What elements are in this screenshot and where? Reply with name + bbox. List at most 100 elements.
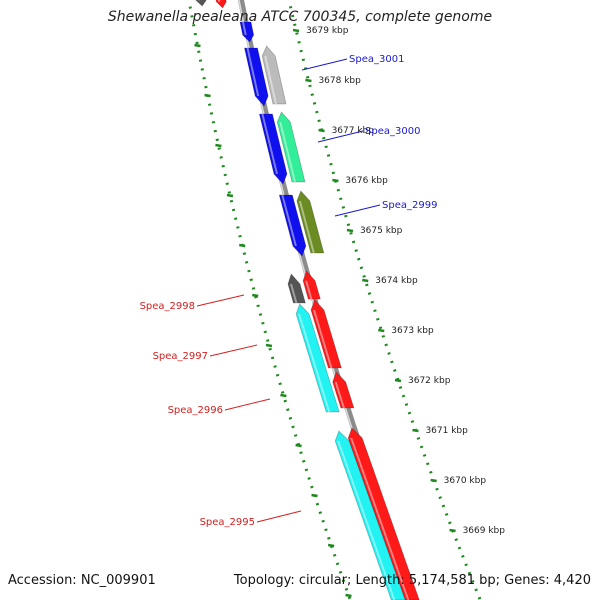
feature-blue-2999-shine [281, 195, 297, 246]
feature-blue-3000-shine [261, 114, 278, 174]
feature-gray-3001-shine [264, 56, 277, 104]
ruler-label: 3669 kbp [463, 526, 506, 536]
feature-top-red-shine [217, 0, 221, 2]
ruler-tick [204, 93, 211, 98]
feature-blue-top-shape [239, 21, 255, 43]
ruler-label: 3677 kbp [332, 126, 375, 136]
feature-red-2998 [302, 270, 321, 300]
feature-blue-3000 [258, 113, 288, 185]
genome-summary: Topology: circular; Length: 5,174,581 bp… [233, 573, 591, 588]
feature-blue-top [239, 21, 255, 43]
feature-red-2997 [310, 299, 342, 369]
map-title: Shewanella pealeana ATCC 700345, complet… [107, 9, 493, 25]
feature-olive-2999-shape [296, 190, 325, 254]
feature-top-gray [195, 0, 207, 7]
feature-red-2995-shine [350, 438, 410, 600]
gene-label-leader [196, 294, 245, 307]
feature-gray-3001-shape [261, 45, 287, 105]
ruler-tick [305, 78, 312, 83]
feature-gray-2998 [287, 273, 306, 304]
ruler-tick [412, 428, 419, 433]
feature-red-2998-shape [302, 270, 321, 300]
feature-red-2998-shine [305, 280, 313, 299]
accession-label: Accession: NC_009901 [8, 573, 156, 588]
ruler-label: 3676 kbp [345, 176, 388, 186]
ruler-tick [265, 343, 273, 348]
gene-label: Spea_2998 [140, 301, 195, 312]
ruler-tick [226, 193, 234, 198]
gene-label: Spea_2996 [168, 405, 223, 416]
ruler-tick [280, 393, 287, 398]
gene-label-leader [209, 344, 258, 357]
ruler-label: 3678 kbp [318, 76, 361, 86]
ruler-label: 3674 kbp [375, 276, 418, 286]
feature-olive-2999 [296, 190, 325, 254]
ruler-tick [311, 493, 318, 498]
feature-red-2995 [347, 427, 420, 600]
ruler-label: 3673 kbp [391, 326, 434, 336]
feature-red-2997-shape [310, 299, 342, 369]
feature-top-red [215, 0, 227, 9]
ruler-tick [252, 293, 259, 298]
feature-blue-2999 [278, 194, 307, 257]
gene-label: Spea_2995 [200, 517, 255, 528]
feature-gray-2998-shape [287, 273, 306, 304]
ruler-tick [318, 128, 325, 133]
ruler-label: 3670 kbp [444, 476, 487, 486]
feature-green-3000-shape [276, 111, 306, 183]
feature-blue-2999-shape [278, 194, 307, 257]
ruler-label: 3675 kbp [360, 226, 403, 236]
feature-blue-3001-shine [246, 48, 260, 96]
feature-gray-2998-shine [290, 284, 298, 303]
feature-cyan-2997-shape [295, 303, 340, 413]
gene-label-leader [317, 130, 364, 143]
feature-green-3000-shine [279, 122, 296, 182]
ruler-label: 3672 kbp [408, 376, 451, 386]
ruler-tick [332, 178, 339, 183]
gene-label-leader [334, 204, 381, 217]
feature-blue-3001-shape [244, 47, 269, 107]
feature-blue-top-shine [242, 22, 247, 35]
gene-label: Spea_2999 [382, 200, 437, 211]
ruler-label: 3679 kbp [306, 26, 349, 36]
outer-ruler-line [287, 0, 482, 600]
feature-cyan-2995-shape [334, 430, 406, 600]
gene-labels: Spea_3001 Spea_3000 Spea_2999 Spea_2998 Spea… [140, 54, 438, 528]
feature-red-2996-shine [334, 382, 345, 408]
ruler-ticks [187, 0, 482, 600]
ruler-tick [394, 378, 402, 383]
ruler-tick [215, 143, 222, 148]
ruler-labels: 3679 kbp 3678 kbp 3677 kbp 3676 kbp 3675 kbp… [306, 26, 505, 536]
gene-label: Spea_3001 [349, 54, 404, 65]
feature-blue-3000-shape [258, 113, 288, 185]
feature-red-2996 [332, 371, 355, 409]
feature-red-2997-shine [313, 310, 333, 368]
gene-label: Spea_2997 [153, 351, 208, 362]
ruler-tick [295, 443, 302, 448]
feature-cyan-2995-shine [337, 441, 396, 600]
ruler-tick [239, 243, 246, 248]
ruler-tick [362, 278, 369, 283]
feature-cyan-2995 [334, 430, 406, 600]
feature-top-gray-shape [195, 0, 207, 7]
feature-olive-2999-shine [298, 201, 315, 253]
ruler-tick [449, 528, 456, 533]
feature-cyan-2997 [295, 303, 340, 413]
ruler-tick [327, 543, 335, 548]
gene-label-leader [301, 58, 348, 71]
ruler-tick [430, 478, 437, 483]
gene-label: Spea_3000 [365, 126, 420, 137]
feature-cyan-2997-shine [298, 314, 331, 412]
ruler-tick [346, 228, 354, 233]
feature-gray-3001 [261, 45, 287, 105]
feature-top-red-shape [215, 0, 227, 9]
gene-features [195, 0, 420, 600]
inner-ruler-line [187, 0, 352, 600]
feature-blue-3001 [244, 47, 269, 107]
ruler-tick [378, 328, 385, 333]
gene-label-leader [224, 398, 271, 411]
gene-label-leader [256, 510, 302, 523]
ruler-tick [292, 28, 300, 33]
ruler-tick [345, 593, 352, 598]
